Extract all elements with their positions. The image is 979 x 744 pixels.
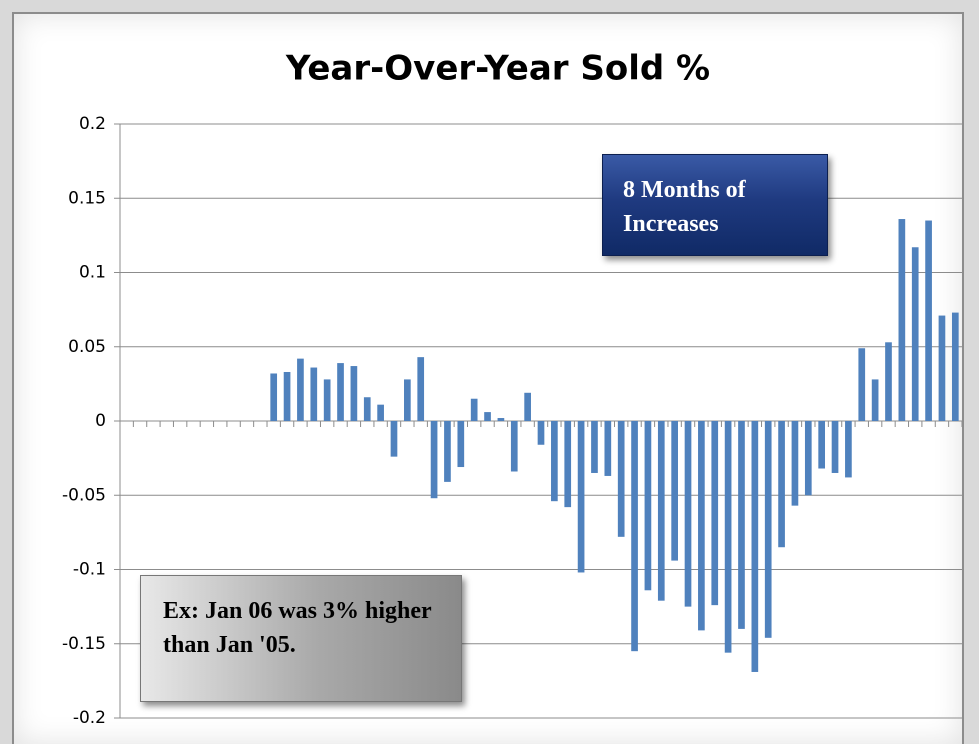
- y-tick-label: -0.1: [73, 560, 106, 580]
- bar: [310, 367, 318, 421]
- bar: [417, 357, 425, 421]
- bar: [377, 404, 384, 421]
- bar: [818, 421, 826, 469]
- bar: [430, 421, 438, 499]
- bar: [671, 421, 678, 561]
- bar: [831, 421, 839, 473]
- bar: [845, 421, 852, 478]
- bar: [564, 421, 572, 508]
- bar: [871, 379, 879, 421]
- bar: [470, 398, 478, 421]
- bar: [698, 421, 705, 631]
- bar: [858, 348, 866, 421]
- bar: [537, 421, 545, 445]
- bar: [591, 421, 598, 473]
- bar: [684, 421, 692, 607]
- annotation: Ex: Jan 06 was 3% higher than Jan '05.: [140, 575, 462, 702]
- bar: [951, 312, 959, 421]
- chart-title: Year-Over-Year Sold %: [285, 49, 710, 89]
- bar: [885, 342, 892, 421]
- bar: [617, 421, 625, 537]
- bar: [604, 421, 612, 476]
- bar: [778, 421, 785, 548]
- y-tick-label: 0: [95, 411, 106, 431]
- bar: [524, 392, 531, 421]
- bar: [363, 397, 371, 421]
- bar: [337, 363, 344, 421]
- bar: [631, 421, 638, 652]
- bar: [484, 412, 491, 421]
- bar: [270, 373, 278, 421]
- annotation: 8 Months of Increases: [602, 154, 828, 256]
- bar: [738, 421, 745, 629]
- y-tick-label: 0.15: [68, 188, 106, 208]
- y-tick-label: 0.1: [79, 263, 106, 283]
- bar: [404, 379, 411, 421]
- bar: [724, 421, 732, 653]
- bar: [323, 379, 331, 421]
- bar: [577, 421, 585, 573]
- bar: [390, 421, 398, 457]
- bar: [911, 247, 919, 421]
- y-tick-label: -0.15: [62, 634, 106, 654]
- bar: [444, 421, 451, 482]
- bar: [791, 421, 799, 506]
- y-tick-label: 0.2: [79, 114, 106, 134]
- bar: [551, 421, 558, 502]
- bar: [283, 371, 291, 421]
- bar: [457, 421, 465, 468]
- bar: [764, 421, 772, 638]
- y-tick-label: -0.05: [62, 485, 106, 505]
- bar: [925, 220, 932, 421]
- bar: [657, 421, 665, 601]
- bar: [804, 421, 812, 496]
- y-tick-label: -0.2: [73, 708, 106, 728]
- bar: [938, 315, 946, 421]
- bar: [711, 421, 719, 606]
- bar: [898, 219, 906, 421]
- bar: [497, 418, 505, 421]
- bar: [297, 358, 304, 421]
- bar: [751, 421, 759, 672]
- y-tick-label: 0.05: [68, 337, 106, 357]
- bar: [510, 421, 518, 472]
- bar: [644, 421, 652, 591]
- bar: [350, 366, 358, 421]
